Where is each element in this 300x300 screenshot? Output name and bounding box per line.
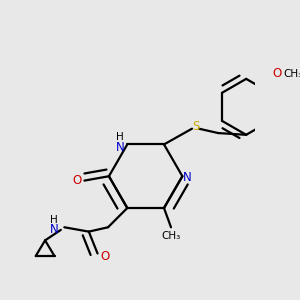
Text: N: N xyxy=(116,141,125,154)
Text: O: O xyxy=(273,67,282,80)
Text: H: H xyxy=(50,215,58,225)
Text: CH₃: CH₃ xyxy=(161,231,181,241)
Text: CH₃: CH₃ xyxy=(284,69,300,79)
Text: N: N xyxy=(183,172,192,184)
Text: H: H xyxy=(116,132,124,142)
Text: S: S xyxy=(193,120,200,133)
Text: N: N xyxy=(50,224,58,236)
Text: O: O xyxy=(100,250,109,262)
Text: O: O xyxy=(72,174,81,187)
